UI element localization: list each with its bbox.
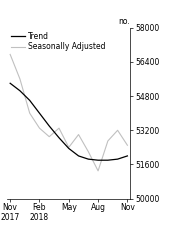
Seasonally Adjusted (97, 170, 99, 172)
Trend (38, 112, 41, 115)
Trend (9, 82, 11, 85)
Seasonally Adjusted (77, 133, 80, 136)
Trend (126, 155, 129, 157)
Trend (58, 136, 60, 139)
Line: Seasonally Adjusted: Seasonally Adjusted (10, 55, 127, 171)
Trend (117, 158, 119, 161)
Seasonally Adjusted (117, 129, 119, 132)
Seasonally Adjusted (29, 112, 31, 115)
Seasonally Adjusted (87, 150, 89, 153)
Trend (29, 99, 31, 102)
Trend (97, 159, 99, 161)
Seasonally Adjusted (38, 127, 41, 130)
Legend: Trend, Seasonally Adjusted: Trend, Seasonally Adjusted (11, 32, 105, 51)
Trend (48, 125, 50, 128)
Trend (68, 147, 70, 150)
Seasonally Adjusted (68, 146, 70, 149)
Line: Trend: Trend (10, 83, 127, 160)
Seasonally Adjusted (107, 140, 109, 142)
Trend (19, 89, 21, 92)
Seasonally Adjusted (48, 135, 50, 138)
Trend (77, 155, 80, 157)
Trend (87, 158, 89, 161)
Seasonally Adjusted (19, 78, 21, 80)
Seasonally Adjusted (58, 127, 60, 130)
Seasonally Adjusted (9, 53, 11, 56)
Text: no.: no. (119, 17, 130, 26)
Trend (107, 159, 109, 161)
Seasonally Adjusted (126, 144, 129, 147)
